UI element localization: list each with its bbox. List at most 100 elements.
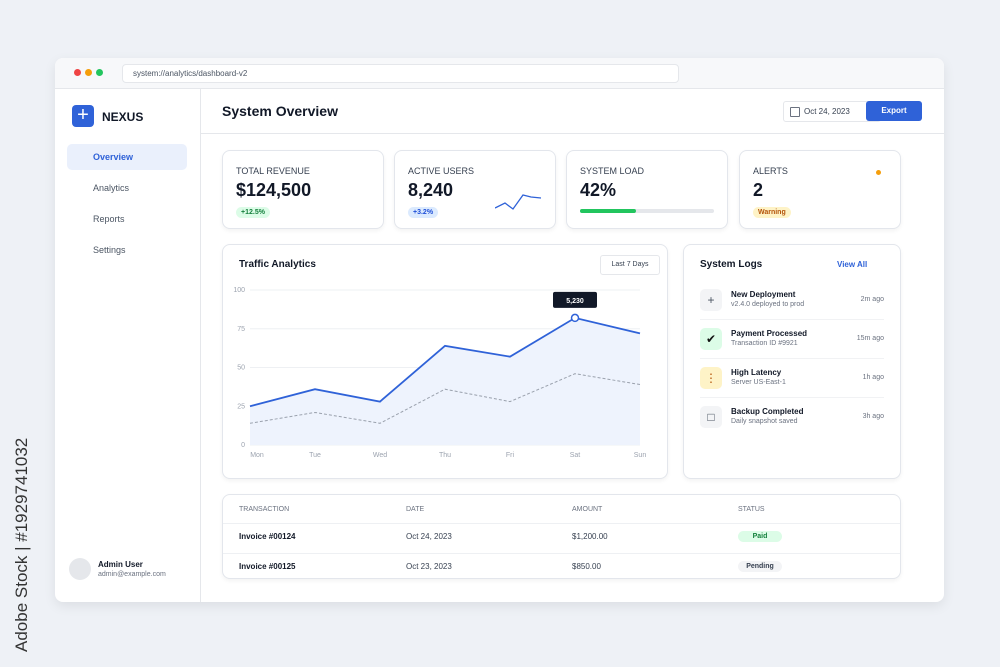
log-time: 1h ago (862, 374, 884, 381)
kpi-card: TOTAL REVENUE $124,500 +12.5% (222, 150, 384, 229)
nav-item[interactable]: Analytics (93, 183, 130, 193)
column-header: STATUS (738, 506, 765, 513)
cell: $1,200.00 (572, 532, 608, 541)
chart-title: Traffic Analytics (239, 259, 316, 270)
progress-fill (580, 209, 637, 213)
logo: + (72, 105, 94, 127)
kpi-value: $124,500 (236, 180, 312, 200)
kpi-value: 2 (753, 180, 764, 200)
cell: Invoice #00124 (239, 532, 296, 541)
cell: Oct 23, 2023 (406, 562, 452, 571)
logs-title: System Logs (700, 259, 763, 270)
tooltip-label: 5,230 (566, 298, 584, 305)
status-badge: Pending (738, 561, 782, 572)
kpi-badge: +3.2% (408, 207, 439, 218)
table-card: TRANSACTION DATE AMOUNT STATUS Invoice #0012… (222, 494, 901, 579)
page-title: System Overview (222, 103, 338, 119)
divider (700, 358, 884, 359)
alert-dot (876, 170, 881, 175)
x-tick-label: Sun (634, 452, 647, 459)
cell: Invoice #00125 (239, 562, 296, 571)
checkbox (790, 107, 800, 117)
date: Oct 24, 2023 (804, 107, 850, 116)
log-detail: Server US-East-1 (731, 379, 786, 386)
log-time: 2m ago (860, 296, 884, 303)
log-icon: ✔ (700, 328, 722, 350)
url-bar[interactable]: system://analytics/dashboard-v2 (122, 64, 679, 83)
kpi-value: 8,240 (408, 180, 454, 200)
line-chart: 0 25 50 75 100 Mon Tue Wed Thu Fri Sat Sun 5,230 (233, 287, 647, 459)
range-button[interactable]: Last 7 Days (600, 255, 660, 275)
divider (700, 319, 884, 320)
header: System Overview Oct 24, 2023 Export (201, 89, 944, 134)
log-title: High Latency (731, 368, 782, 377)
tooltip-box (553, 291, 597, 308)
dot (74, 69, 81, 76)
kpi-card: ACTIVE USERS 8,240 +3.2% (394, 150, 556, 229)
y-tick-label: 75 (237, 326, 245, 333)
x-tick-label: Mon (250, 452, 264, 459)
divider (700, 397, 884, 398)
dot (96, 69, 103, 76)
dot (85, 69, 92, 76)
x-tick-label: Fri (506, 452, 515, 459)
logs-card: System Logs View All + New Deployment v2.4… (683, 244, 901, 479)
y-tick-label: 25 (237, 403, 245, 410)
user-email: admin@example.com (98, 571, 166, 578)
kpi-label: ACTIVE USERS (408, 166, 475, 176)
titlebar: system://analytics/dashboard-v2 (55, 58, 944, 89)
nav-item[interactable]: Overview (67, 144, 187, 170)
log-icon: □ (700, 406, 722, 428)
column-header: TRANSACTION (239, 506, 290, 513)
user-name: Admin User (98, 560, 143, 569)
window: system://analytics/dashboard-v2 + NEXUS … (55, 58, 944, 602)
kpi-badge: Warning (753, 207, 791, 218)
column-header: AMOUNT (572, 506, 603, 513)
x-tick-label: Sat (570, 452, 581, 459)
log-detail: v2.4.0 deployed to prod (731, 301, 805, 308)
chart-card: Traffic Analytics Last 7 Days 0 25 50 75 100… (222, 244, 668, 479)
x-tick-label: Thu (439, 452, 451, 459)
highlight-point (570, 313, 580, 323)
log-detail: Daily snapshot saved (731, 418, 798, 425)
brand: NEXUS (102, 110, 144, 124)
kpi-card: ALERTS 2 Warning (739, 150, 901, 229)
log-title: New Deployment (731, 290, 796, 299)
log-detail: Transaction ID #9921 (731, 340, 798, 347)
log-icon: + (700, 289, 722, 311)
status-badge: Paid (738, 531, 782, 542)
view-all[interactable]: View All (837, 260, 868, 269)
nav-item[interactable]: Reports (93, 214, 125, 224)
x-tick-label: Tue (309, 452, 321, 459)
kpi-badge: +12.5% (236, 207, 270, 218)
area (250, 317, 640, 445)
kpi-label: SYSTEM LOAD (580, 166, 645, 176)
y-tick-label: 0 (241, 442, 245, 449)
log-time: 15m ago (856, 335, 884, 342)
line (249, 373, 641, 424)
row-divider (223, 523, 900, 524)
progress-track (580, 209, 714, 213)
nav-item[interactable]: Settings (93, 245, 126, 255)
export-button[interactable]: Export (866, 101, 922, 121)
kpi-label: TOTAL REVENUE (236, 166, 310, 176)
y-tick-label: 100 (233, 287, 245, 294)
log-title: Backup Completed (731, 407, 804, 416)
log-title: Payment Processed (731, 329, 808, 338)
kpi-value: 42% (580, 180, 617, 200)
cell: Oct 24, 2023 (406, 532, 452, 541)
sidebar: + NEXUS Overview Analytics Reports Setti… (55, 89, 201, 602)
row-divider (223, 553, 900, 554)
y-tick-label: 50 (237, 365, 245, 372)
sparkline (495, 194, 542, 210)
kpi-card: SYSTEM LOAD 42% (566, 150, 728, 229)
log-time: 3h ago (862, 413, 884, 420)
log-icon: ⋮ (700, 367, 722, 389)
watermark: Adobe Stock | #1929741032 (12, 437, 31, 652)
column-header: DATE (406, 506, 425, 513)
x-tick-label: Wed (373, 452, 387, 459)
kpi-label: ALERTS (753, 166, 788, 176)
avatar (69, 558, 91, 580)
cell: $850.00 (572, 562, 601, 571)
